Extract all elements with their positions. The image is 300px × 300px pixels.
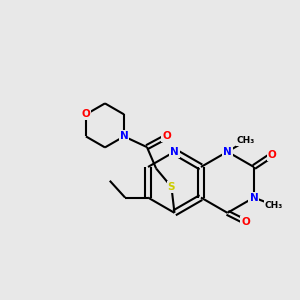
Text: N: N: [223, 147, 232, 157]
Text: O: O: [163, 131, 171, 141]
Text: N: N: [250, 193, 258, 202]
Text: N: N: [120, 131, 128, 141]
Text: O: O: [268, 150, 277, 160]
Text: CH₃: CH₃: [237, 136, 255, 146]
Text: O: O: [242, 217, 250, 227]
Text: S: S: [168, 182, 175, 192]
Text: N: N: [170, 147, 179, 157]
Text: CH₃: CH₃: [265, 201, 283, 210]
Text: O: O: [82, 110, 90, 119]
